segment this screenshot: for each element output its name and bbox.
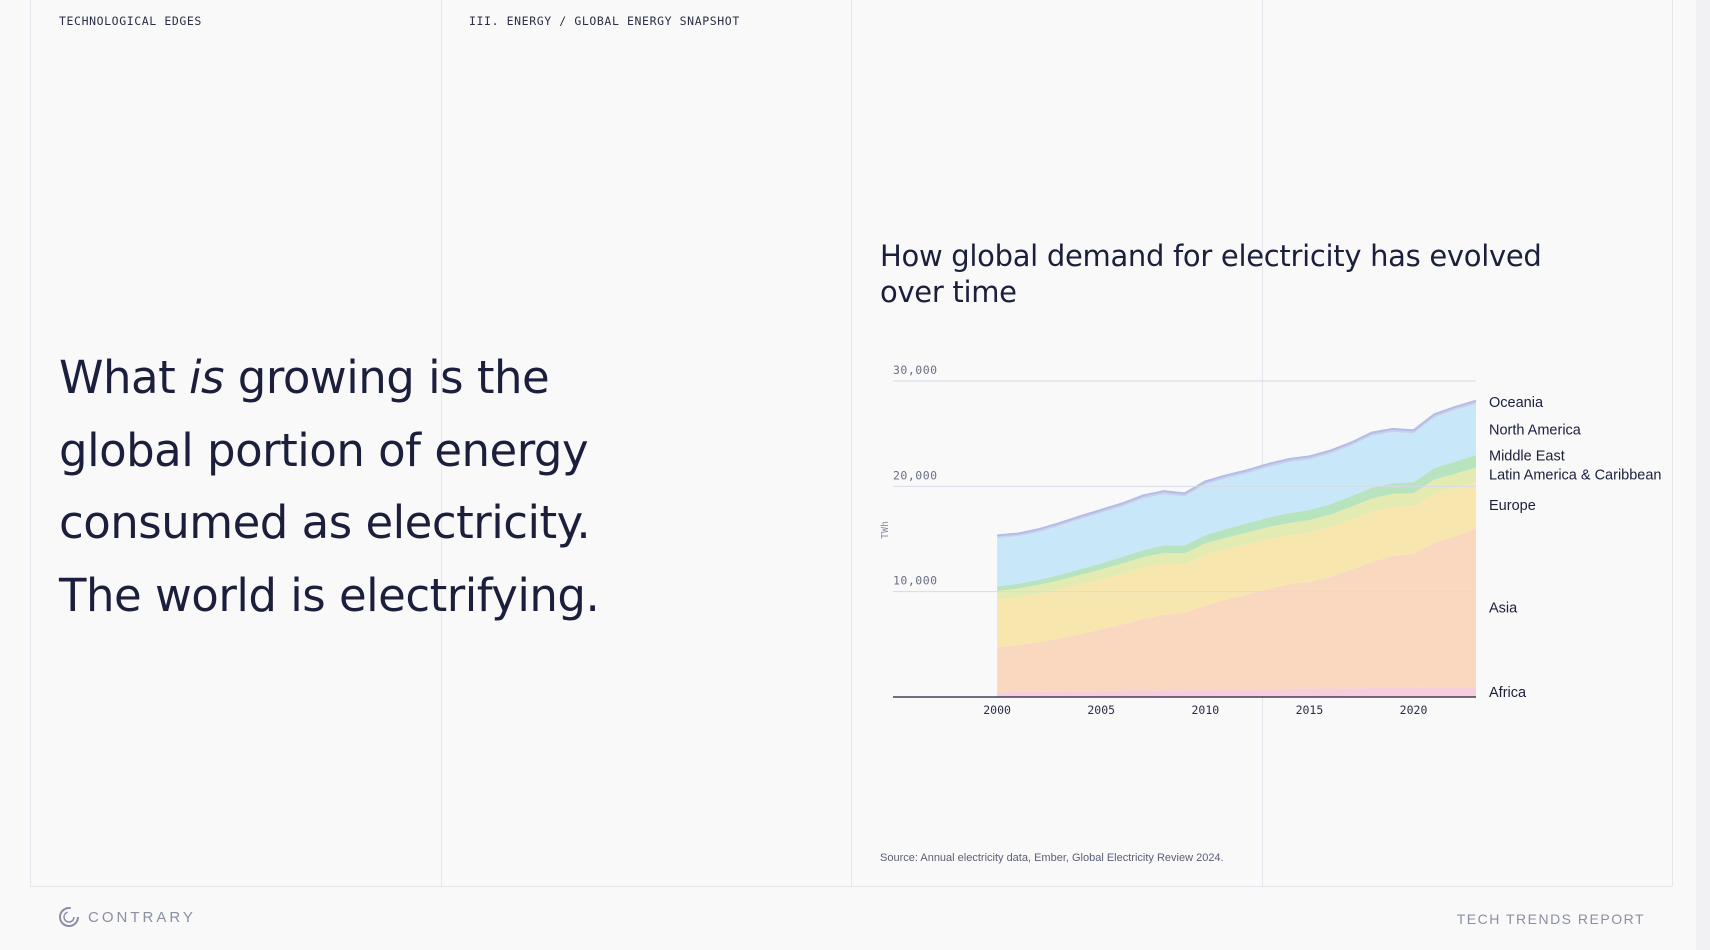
grid-line-1 (30, 0, 31, 886)
headline-line-2: global portion of energy (59, 423, 589, 477)
series-label-asia: Asia (1489, 601, 1518, 617)
headline-emphasis: is (189, 351, 224, 404)
y-axis-label: TWh (880, 521, 891, 539)
headline-line-3: consumed as electricity. (59, 496, 591, 549)
x-tick-label: 2010 (1191, 703, 1219, 717)
grid-line-5 (1672, 0, 1673, 886)
header-left-label: TECHNOLOGICAL EDGES (59, 14, 202, 28)
headline-line-4: The world is electrifying. (59, 568, 600, 622)
grid-line-2 (441, 0, 442, 886)
series-label-oceania: Oceania (1489, 395, 1544, 411)
area-europe (997, 481, 1476, 647)
area-asia (997, 528, 1476, 693)
contrary-logo-icon (59, 907, 79, 927)
series-label-latin-america-caribbean: Latin America & Caribbean (1489, 468, 1662, 484)
headline-line-1-b: growing is the (224, 351, 550, 404)
headline: What is growing is the global portion of… (59, 342, 779, 632)
header-section-label: III. ENERGY / GLOBAL ENERGY SNAPSHOT (469, 14, 740, 28)
x-tick-label: 2000 (983, 703, 1011, 717)
y-tick-label: 30,000 (893, 363, 938, 377)
grid-line-4 (1262, 0, 1263, 886)
brand-wordmark: CONTRARY (88, 908, 196, 926)
chart-title: How global demand for electricity has ev… (880, 239, 1542, 309)
source-note: Source: Annual electricity data, Ember, … (880, 852, 1224, 864)
x-tick-label: 2015 (1296, 703, 1324, 717)
series-label-europe: Europe (1489, 498, 1536, 514)
series-label-north-america: North America (1489, 422, 1582, 438)
grid-line-3 (851, 0, 852, 886)
area-latin-america-caribbean (997, 467, 1476, 600)
brand-logo: CONTRARY (58, 906, 196, 928)
footer-divider (30, 886, 1672, 887)
y-tick-label: 10,000 (893, 574, 938, 588)
headline-line-1: What is growing is the (59, 342, 779, 415)
x-tick-label: 2020 (1400, 703, 1428, 717)
area-north-america (997, 403, 1476, 587)
area-africa (997, 687, 1476, 697)
series-label-middle-east: Middle East (1489, 449, 1565, 465)
scrollbar[interactable] (1696, 0, 1710, 950)
report-title: TECH TRENDS REPORT (1456, 911, 1645, 927)
y-tick-label: 20,000 (893, 468, 938, 482)
headline-line-1-a: What (59, 351, 190, 404)
series-label-africa: Africa (1489, 685, 1527, 701)
total-outline (997, 399, 1477, 537)
x-tick-label: 2005 (1087, 703, 1115, 717)
